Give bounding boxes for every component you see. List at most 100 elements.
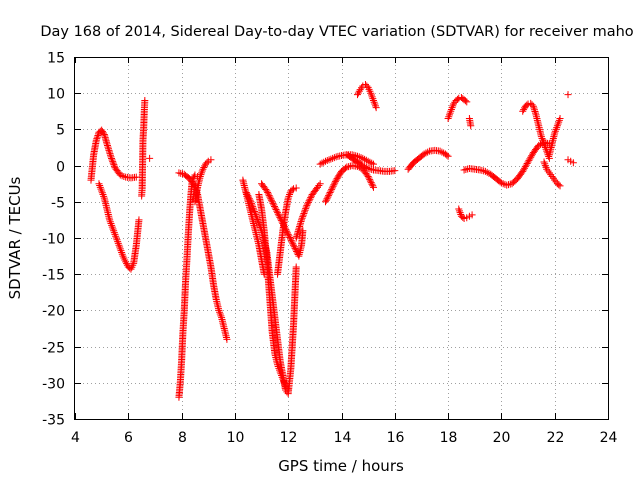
data-point	[449, 100, 457, 108]
data-point	[282, 382, 290, 390]
data-point-fill	[286, 191, 294, 199]
data-point-fill	[318, 159, 326, 167]
data-point-fill	[288, 186, 296, 194]
data-point	[391, 167, 399, 175]
data-point-fill	[525, 156, 533, 164]
data-point-fill	[371, 102, 379, 110]
data-point-fill	[527, 153, 535, 161]
data-point	[537, 133, 545, 141]
data-point-fill	[271, 204, 279, 212]
data-point	[322, 157, 330, 165]
data-point-fill	[283, 384, 291, 392]
data-point-fill	[292, 246, 300, 254]
data-point	[107, 153, 115, 161]
data-point	[284, 386, 292, 394]
data-point	[322, 198, 330, 206]
data-point	[551, 129, 559, 137]
data-point-fill	[315, 182, 323, 190]
data-point-fill	[216, 310, 224, 318]
data-point-fill	[278, 373, 286, 381]
data-point-fill	[539, 138, 547, 146]
data-point-fill	[109, 159, 117, 167]
data-point-fill	[325, 192, 333, 200]
data-point-fill	[336, 170, 344, 178]
data-point-fill	[108, 221, 116, 229]
data-point	[553, 122, 561, 130]
data-point	[284, 194, 292, 202]
data-point-fill	[331, 179, 339, 187]
data-point	[106, 216, 114, 224]
data-point-fill	[281, 381, 289, 389]
data-point-fill	[555, 118, 563, 126]
data-point-fill	[285, 232, 293, 240]
data-point-fill	[520, 106, 528, 114]
data-point-fill	[216, 308, 224, 316]
y-tick-label: -35	[42, 413, 65, 429]
data-point-fill	[109, 225, 117, 233]
data-point-fill	[264, 188, 272, 196]
data-point-fill	[108, 156, 116, 164]
data-point	[92, 136, 100, 144]
data-point-fill	[549, 174, 557, 182]
data-point-fill	[355, 153, 363, 161]
data-point	[332, 176, 340, 184]
x-tick-label: 12	[280, 430, 298, 446]
data-point-fill	[276, 366, 284, 374]
data-point-fill	[278, 372, 286, 380]
data-point-fill	[273, 207, 281, 215]
x-tick-labels: 4 6 8 10 12 14 16 18 20 22 24	[71, 430, 617, 446]
data-point	[519, 167, 527, 175]
y-tick-label: 10	[47, 87, 65, 103]
data-point-fill	[357, 84, 365, 92]
data-point-fill	[120, 172, 128, 180]
data-point-fill	[328, 185, 336, 193]
data-point	[146, 154, 154, 162]
data-point-fill	[366, 177, 374, 185]
data-point-fill	[369, 95, 377, 103]
data-point	[268, 198, 276, 206]
data-point-fill	[455, 207, 463, 215]
data-point	[274, 361, 282, 369]
data-point-fill	[190, 180, 198, 188]
data-point-fill	[539, 136, 547, 144]
data-point	[524, 158, 532, 166]
y-tick-label: 0	[56, 160, 65, 176]
data-point-fill	[280, 379, 288, 387]
data-point	[274, 209, 282, 217]
data-point	[372, 104, 380, 112]
data-point-fill	[447, 105, 455, 113]
data-point-fill	[198, 169, 206, 177]
data-point-fill	[325, 190, 333, 198]
data-point-fill	[200, 164, 208, 172]
data-point-fill	[300, 209, 308, 217]
data-point-fill	[110, 227, 118, 235]
data-point-fill	[198, 167, 206, 175]
data-point	[569, 159, 577, 167]
data-point-fill	[329, 182, 337, 190]
data-point-fill	[274, 210, 282, 218]
data-point-fill	[366, 176, 374, 184]
data-point-fill	[554, 120, 562, 128]
x-tick-label: 20	[493, 430, 511, 446]
data-point-fill	[299, 211, 307, 219]
data-point-fill	[520, 166, 528, 174]
data-point	[276, 368, 284, 376]
data-point-fill	[438, 148, 446, 156]
y-tick-label: -15	[42, 268, 65, 284]
data-point-fill	[289, 240, 297, 248]
data-point-fill	[250, 206, 258, 214]
data-point	[369, 183, 377, 191]
data-point-fill	[328, 184, 336, 192]
data-point-fill	[248, 201, 256, 209]
data-point	[98, 126, 106, 134]
data-point-fill	[333, 175, 341, 183]
data-point	[497, 179, 505, 187]
data-point-fill	[114, 239, 122, 247]
data-point	[529, 102, 537, 110]
data-point	[252, 212, 260, 220]
data-point-fill	[304, 198, 312, 206]
data-point-fill	[203, 159, 211, 167]
data-point-fill	[532, 109, 540, 117]
data-point	[316, 160, 324, 168]
